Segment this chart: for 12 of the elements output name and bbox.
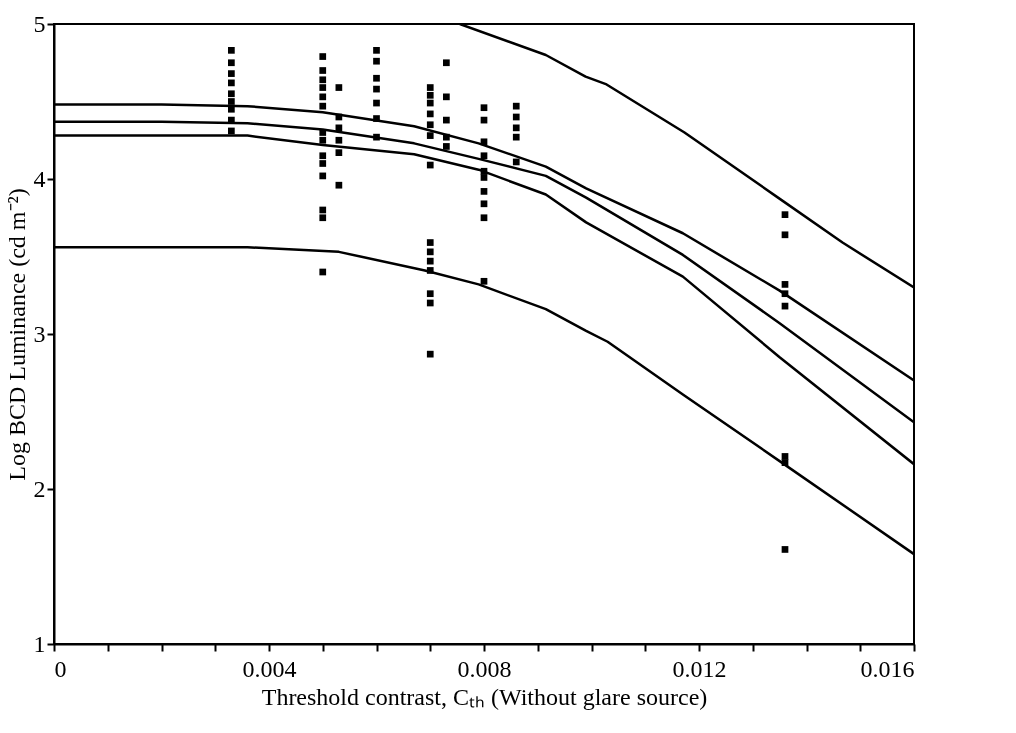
y-tick-label: 2 xyxy=(33,475,46,502)
y-tick-label: 5 xyxy=(33,10,46,37)
x-tick-label: 0.004 xyxy=(242,655,297,682)
x-axis-title: Threshold contrast, Cₜₕ (Without glare source) xyxy=(261,683,708,710)
y-tick-label: 3 xyxy=(33,320,46,347)
x-tick-label: 0.012 xyxy=(672,655,727,682)
x-tick-label: 0.008 xyxy=(457,655,512,682)
y-axis-title: Log BCD Luminance (cd m⁻²) xyxy=(3,188,30,481)
y-tick-label: 4 xyxy=(33,165,46,192)
y-tick-label: 1 xyxy=(33,630,46,657)
x-tick-label: 0 xyxy=(54,655,67,682)
x-tick-label: 0.016 xyxy=(860,655,915,682)
